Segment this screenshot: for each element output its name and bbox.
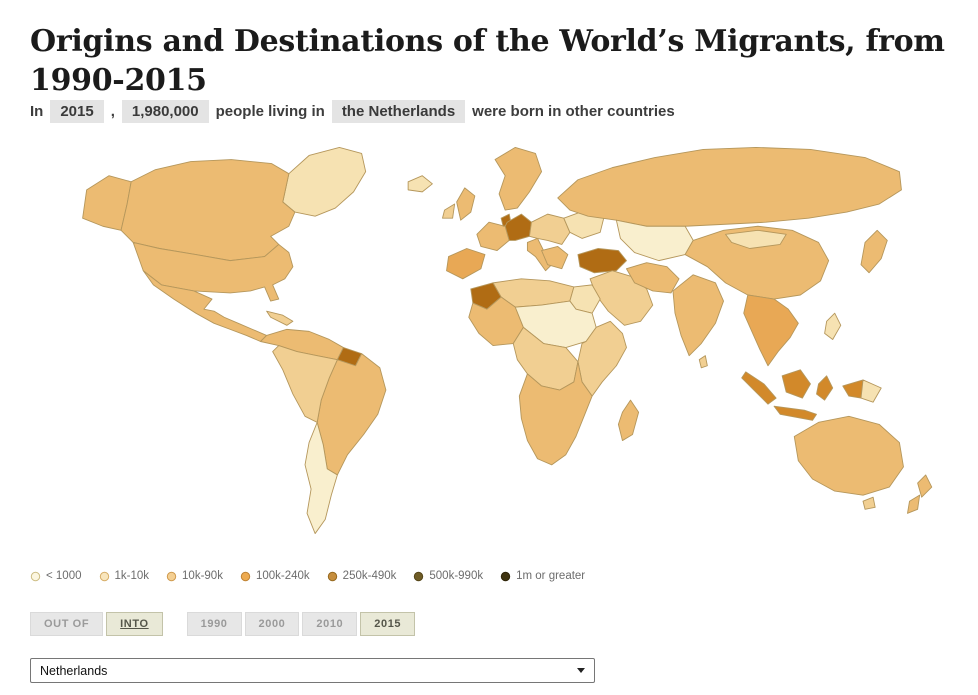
legend-swatch-icon [327, 571, 337, 581]
country-russia[interactable] [557, 146, 902, 227]
page-title-line2: 1990-2015 [30, 63, 207, 99]
year-2015-button[interactable]: 2015 [360, 612, 416, 636]
legend-label: 1m or greater [516, 570, 586, 582]
country-spain-portugal[interactable] [446, 248, 486, 280]
country-china[interactable] [684, 225, 830, 300]
into-button[interactable]: INTO [106, 612, 163, 636]
legend-swatch-icon [414, 571, 424, 581]
legend-swatch-icon [30, 571, 41, 581]
country-greenland[interactable] [282, 146, 367, 217]
legend-label: 100k-240k [255, 570, 310, 582]
legend-item: 250k-490k [327, 570, 397, 582]
page-title: Origins and Destinations of the World’s … [30, 22, 960, 100]
country-india[interactable] [672, 274, 724, 357]
legend-item: 10k-90k [166, 570, 223, 582]
country-southeast-asia[interactable] [743, 294, 799, 367]
country-italy[interactable] [526, 237, 553, 272]
country-ireland[interactable] [442, 203, 456, 219]
subtitle-middle: people living in [215, 103, 325, 120]
country-papua-new-guinea[interactable] [860, 379, 882, 403]
country-new-zealand-south[interactable] [907, 494, 921, 514]
country-balkans-greece[interactable] [541, 246, 569, 270]
country-madagascar[interactable] [617, 399, 640, 442]
country-iran[interactable] [626, 262, 680, 294]
country-new-zealand-north[interactable] [917, 474, 933, 498]
country-turkey[interactable] [577, 248, 627, 274]
country-value-badge: the Netherlands [331, 100, 466, 123]
legend-swatch [414, 571, 424, 581]
country-horn-of-africa[interactable] [577, 320, 627, 397]
country-mongolia[interactable] [725, 229, 787, 249]
country-tasmania[interactable] [862, 496, 876, 510]
country-caribbean[interactable] [266, 310, 294, 326]
direction-toggle: OUT OF INTO [30, 612, 163, 636]
country-southern-africa[interactable] [518, 361, 593, 466]
migrant-count-badge: 1,980,000 [121, 100, 209, 123]
country-australia[interactable] [793, 415, 904, 496]
legend-swatch-icon [99, 571, 109, 581]
legend-label: < 1000 [46, 570, 82, 582]
world-map-svg [82, 146, 933, 535]
country-united-kingdom[interactable] [456, 187, 476, 221]
legend-label: 10k-90k [182, 570, 223, 582]
legend-swatch [500, 571, 511, 581]
country-france[interactable] [476, 221, 510, 251]
country-germany[interactable] [504, 213, 532, 241]
country-indonesia-sumatra[interactable] [741, 371, 777, 405]
legend-swatch [30, 571, 41, 581]
legend-label: 250k-490k [342, 570, 397, 582]
country-dropdown[interactable]: Netherlands [30, 658, 595, 683]
legend-label: 500k-990k [429, 570, 484, 582]
subtitle-sentence: In 2015 , 1,980,000 people living in the… [30, 100, 675, 123]
subtitle-prefix: In [30, 103, 44, 120]
country-indonesia-java[interactable] [773, 405, 817, 421]
map-legend: < 1000 1k-10k 10k-90k 100k-240k 250k-490… [30, 570, 602, 582]
legend-swatch [166, 571, 177, 581]
year-value-badge: 2015 [50, 100, 104, 123]
legend-label: 1k-10k [114, 570, 150, 582]
year-1990-button[interactable]: 1990 [186, 612, 242, 636]
legend-swatch [327, 571, 337, 581]
map-controls: OUT OF INTO 1990 2000 2010 2015 [30, 612, 416, 636]
dropdown-caret-icon [577, 668, 585, 673]
country-mexico[interactable] [142, 270, 268, 342]
out-of-button[interactable]: OUT OF [30, 612, 104, 636]
year-2000-button[interactable]: 2000 [244, 612, 300, 636]
country-dropdown-value: Netherlands [40, 663, 108, 678]
country-scandinavia[interactable] [494, 146, 543, 211]
country-kazakhstan-central-asia[interactable] [615, 219, 694, 262]
legend-item: 500k-990k [413, 570, 483, 582]
country-indonesia-borneo[interactable] [781, 369, 811, 399]
legend-swatch [99, 571, 109, 581]
country-iceland[interactable] [407, 175, 433, 193]
legend-swatch [240, 571, 251, 581]
subtitle-comma: , [110, 103, 115, 120]
legend-swatch-icon [500, 571, 511, 581]
legend-item: 100k-240k [240, 570, 310, 582]
country-argentina-chile[interactable] [304, 421, 338, 535]
legend-item: < 1000 [30, 570, 82, 582]
country-indonesia-papua[interactable] [842, 379, 864, 399]
country-japan[interactable] [860, 229, 888, 274]
country-philippines[interactable] [824, 312, 842, 340]
subtitle-suffix: were born in other countries [472, 103, 675, 120]
legend-swatch-icon [166, 571, 177, 581]
page-title-line1: Origins and Destinations of the World’s … [30, 24, 945, 60]
country-poland-central-europe[interactable] [528, 213, 571, 245]
legend-swatch-icon [240, 571, 251, 581]
country-sri-lanka[interactable] [698, 355, 708, 369]
country-indonesia-sulawesi[interactable] [816, 375, 834, 401]
world-choropleth-map [24, 134, 954, 550]
country-peru-bolivia[interactable] [272, 345, 338, 423]
legend-item: 1m or greater [500, 570, 585, 582]
year-2010-button[interactable]: 2010 [302, 612, 358, 636]
year-toggle: 1990 2000 2010 2015 [186, 612, 416, 636]
legend-item: 1k-10k [99, 570, 150, 582]
